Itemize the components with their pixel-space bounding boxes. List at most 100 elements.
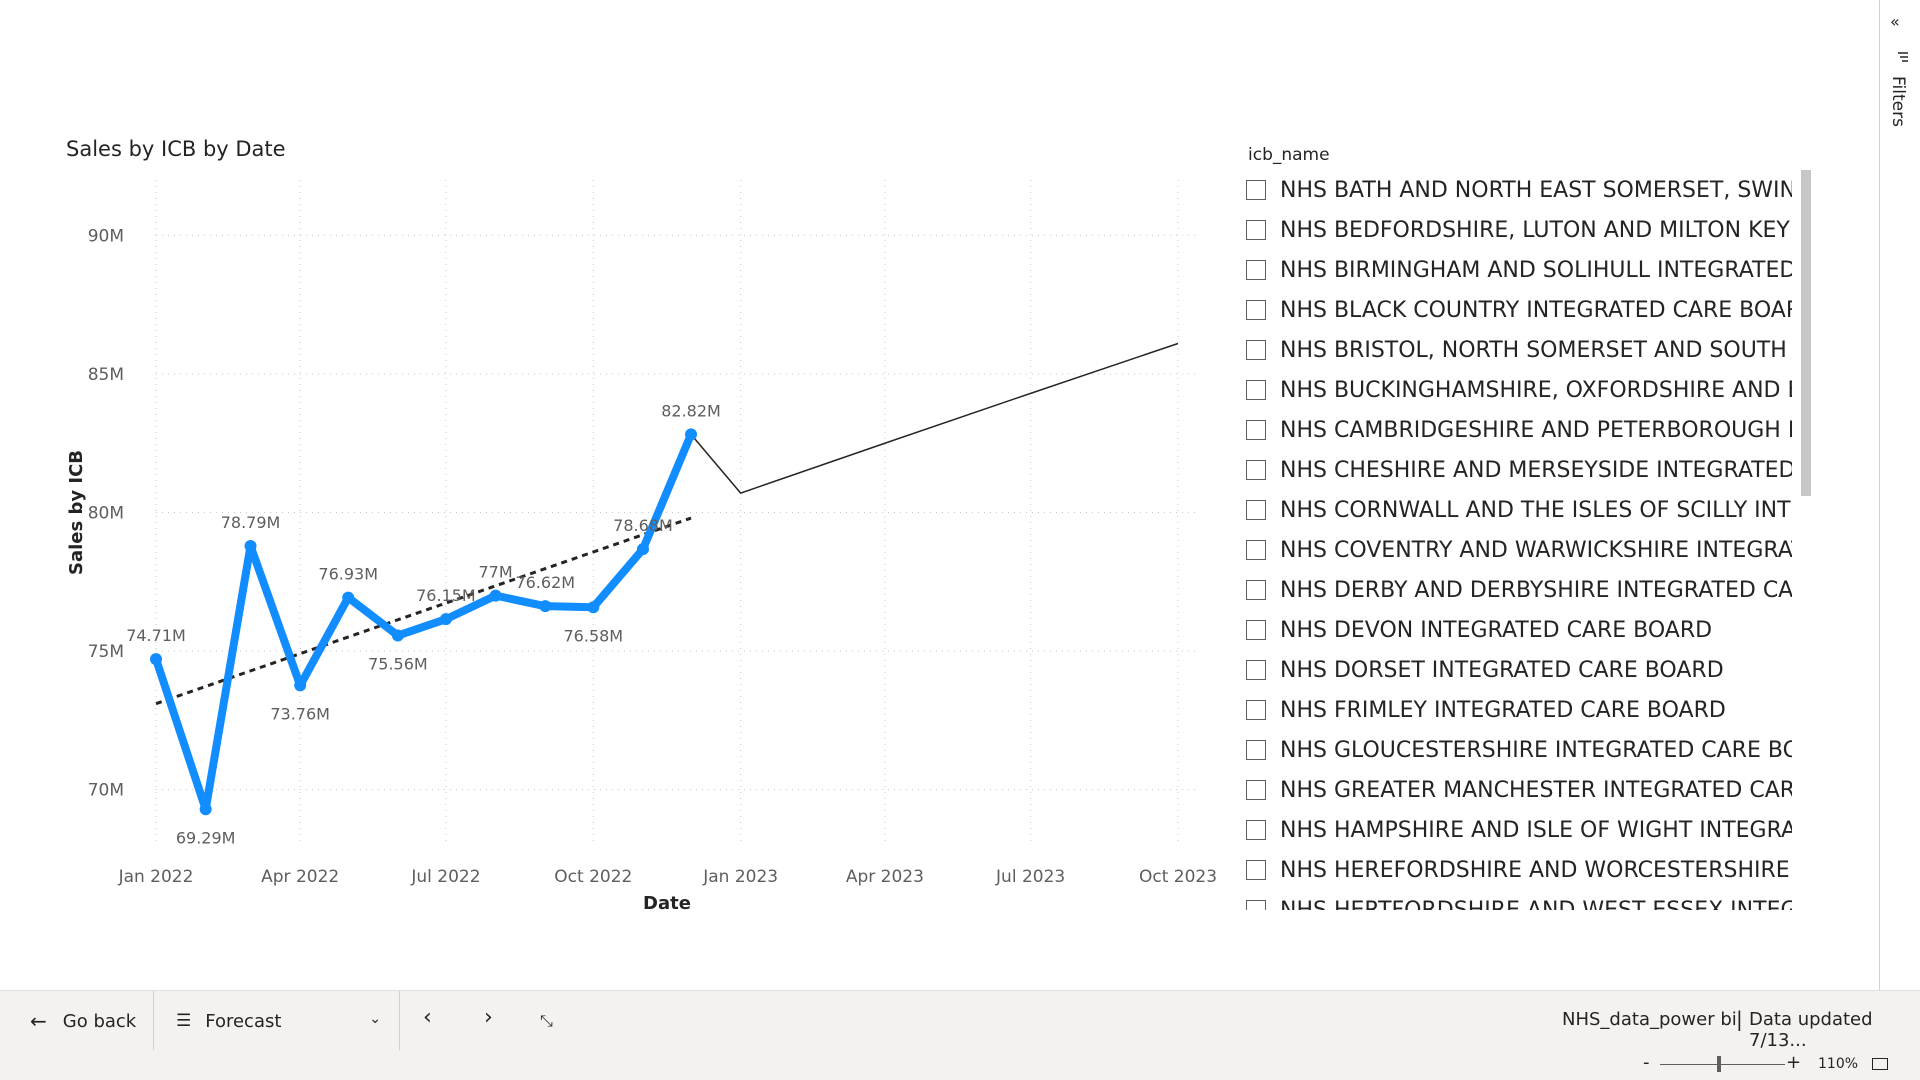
slicer-item[interactable]: NHS BRISTOL, NORTH SOMERSET AND SOUTH GL [1246, 330, 1792, 370]
data-label: 73.76M [270, 704, 330, 723]
y-tick-label: 75M [88, 642, 124, 662]
filters-label[interactable]: Filters [1888, 76, 1908, 127]
checkbox[interactable] [1246, 340, 1266, 360]
slicer-item[interactable]: NHS HEREFORDSHIRE AND WORCESTERSHIRE INT [1246, 850, 1792, 890]
checkbox[interactable] [1246, 820, 1266, 840]
slicer-item[interactable]: NHS HERTFORDSHIRE AND WEST ESSEX INTEGRA [1246, 890, 1792, 910]
x-tick-label: Jul 2022 [410, 867, 480, 887]
double-chevron-left-icon[interactable]: « [1890, 12, 1900, 31]
slicer-item[interactable]: NHS GREATER MANCHESTER INTEGRATED CARE B [1246, 770, 1792, 810]
checkbox[interactable] [1246, 460, 1266, 480]
arrow-left-icon: ← [30, 1009, 47, 1033]
report-canvas: Sales by ICB by Date 70M 75M 80M 85M 90M Jan … [60, 137, 1811, 920]
exit-fullscreen-icon[interactable]: ⤡ [540, 1011, 553, 1030]
status-bar: - + 110% [0, 1050, 1920, 1080]
slicer-item[interactable]: NHS FRIMLEY INTEGRATED CARE BOARD [1246, 690, 1792, 730]
slicer-item-label: NHS GLOUCESTERSHIRE INTEGRATED CARE BOAR [1280, 737, 1792, 763]
slicer-item-label: NHS DERBY AND DERBYSHIRE INTEGRATED CARE [1280, 577, 1792, 603]
slicer-item-label: NHS GREATER MANCHESTER INTEGRATED CARE B [1280, 777, 1792, 803]
slicer-item[interactable]: NHS DEVON INTEGRATED CARE BOARD [1246, 610, 1792, 650]
data-label: 78.79M [221, 513, 281, 532]
checkbox[interactable] [1246, 740, 1266, 760]
y-tick-label: 80M [88, 504, 124, 524]
slicer-item[interactable]: NHS BLACK COUNTRY INTEGRATED CARE BOARD [1246, 290, 1792, 330]
page-selector-label: Forecast [205, 1010, 282, 1032]
next-page-button[interactable]: › [484, 1005, 493, 1030]
checkbox[interactable] [1246, 260, 1266, 280]
zoom-slider-thumb[interactable] [1716, 1056, 1721, 1072]
slicer-item[interactable]: NHS COVENTRY AND WARWICKSHIRE INTEGRATED [1246, 530, 1792, 570]
filters-pane[interactable]: « Filters [1879, 0, 1920, 990]
data-point [199, 803, 212, 816]
checkbox[interactable] [1246, 180, 1266, 200]
slicer-item-label: NHS COVENTRY AND WARWICKSHIRE INTEGRATED [1280, 537, 1792, 563]
slicer-item[interactable]: NHS CORNWALL AND THE ISLES OF SCILLY INT [1246, 490, 1792, 530]
x-tick-label: Oct 2022 [554, 867, 632, 887]
checkbox[interactable] [1246, 900, 1266, 910]
separator: | [1736, 1007, 1743, 1031]
fit-to-page-icon[interactable] [1872, 1058, 1888, 1070]
slicer-item-label: NHS CHESHIRE AND MERSEYSIDE INTEGRATED C [1280, 457, 1792, 483]
data-point [539, 600, 552, 613]
slicer-item[interactable]: NHS GLOUCESTERSHIRE INTEGRATED CARE BOAR [1246, 730, 1792, 770]
line-chart[interactable]: 70M 75M 80M 85M 90M Jan 2022 Apr 2022 Jul 2022 O… [60, 160, 1230, 920]
previous-page-button[interactable]: ‹ [423, 1005, 432, 1030]
checkbox[interactable] [1246, 300, 1266, 320]
sales-line [152, 430, 696, 814]
slicer-item-label: NHS DORSET INTEGRATED CARE BOARD [1280, 657, 1724, 683]
x-tick-label: Apr 2023 [846, 867, 924, 887]
x-tick-label: Apr 2022 [261, 867, 339, 887]
slicer-item-label: NHS HAMPSHIRE AND ISLE OF WIGHT INTEGRAT [1280, 817, 1792, 843]
slicer-item-label: NHS BATH AND NORTH EAST SOMERSET, SWINDO [1280, 177, 1792, 203]
checkbox[interactable] [1246, 500, 1266, 520]
icb-slicer-list[interactable]: NHS BATH AND NORTH EAST SOMERSET, SWINDO… [1246, 170, 1792, 910]
zoom-slider-track[interactable] [1660, 1064, 1785, 1065]
slicer-item-label: NHS HEREFORDSHIRE AND WORCESTERSHIRE INT [1280, 857, 1792, 883]
data-point [636, 543, 649, 556]
filter-icon [1898, 52, 1908, 62]
page-selector[interactable]: ☰ Forecast ⌄ [154, 991, 400, 1051]
slicer-item-label: NHS BIRMINGHAM AND SOLIHULL INTEGRATED C [1280, 257, 1792, 283]
chevron-down-icon: ⌄ [369, 1011, 381, 1027]
slicer-scrollbar[interactable] [1801, 170, 1811, 496]
slicer-item[interactable]: NHS BATH AND NORTH EAST SOMERSET, SWINDO [1246, 170, 1792, 210]
checkbox[interactable] [1246, 700, 1266, 720]
checkbox[interactable] [1246, 580, 1266, 600]
slicer-item[interactable]: NHS DERBY AND DERBYSHIRE INTEGRATED CARE [1246, 570, 1792, 610]
zoom-out-button[interactable]: - [1643, 1052, 1650, 1073]
slicer-item[interactable]: NHS CHESHIRE AND MERSEYSIDE INTEGRATED C [1246, 450, 1792, 490]
zoom-in-button[interactable]: + [1786, 1052, 1802, 1073]
data-label: 77M [479, 563, 513, 582]
data-updated-text[interactable]: Data updated 7/13... [1749, 1009, 1873, 1051]
slicer-item[interactable]: NHS BEDFORDSHIRE, LUTON AND MILTON KEYNE [1246, 210, 1792, 250]
checkbox[interactable] [1246, 540, 1266, 560]
data-point [391, 629, 404, 642]
slicer-item[interactable]: NHS DORSET INTEGRATED CARE BOARD [1246, 650, 1792, 690]
slicer-item[interactable]: NHS CAMBRIDGESHIRE AND PETERBOROUGH INTE [1246, 410, 1792, 450]
data-label: 76.15M [416, 586, 476, 605]
checkbox[interactable] [1246, 660, 1266, 680]
checkbox[interactable] [1246, 380, 1266, 400]
y-axis-title: Sales by ICB [66, 450, 87, 575]
x-axis-title: Date [643, 893, 691, 914]
bottom-navigation-bar: ← Go back ☰ Forecast ⌄ ‹ › ⤡ NHS_data_po… [0, 990, 1920, 1051]
report-name: NHS_data_power bi [1562, 1009, 1737, 1030]
data-point [244, 540, 257, 553]
checkbox[interactable] [1246, 220, 1266, 240]
slicer-item-label: NHS HERTFORDSHIRE AND WEST ESSEX INTEGRA [1280, 897, 1792, 911]
slicer-item[interactable]: NHS BUCKINGHAMSHIRE, OXFORDSHIRE AND BER [1246, 370, 1792, 410]
x-tick-label: Jan 2023 [702, 867, 778, 887]
slicer-item[interactable]: NHS HAMPSHIRE AND ISLE OF WIGHT INTEGRAT [1246, 810, 1792, 850]
go-back-button[interactable]: ← Go back [0, 991, 154, 1051]
slicer-header: icb_name [1248, 145, 1330, 165]
visual-title: Sales by ICB by Date [66, 137, 286, 161]
slicer-item-label: NHS CAMBRIDGESHIRE AND PETERBOROUGH INTE [1280, 417, 1792, 443]
checkbox[interactable] [1246, 620, 1266, 640]
checkbox[interactable] [1246, 780, 1266, 800]
checkbox[interactable] [1246, 860, 1266, 880]
slicer-item-label: NHS BRISTOL, NORTH SOMERSET AND SOUTH GL [1280, 337, 1792, 363]
slicer-item-label: NHS CORNWALL AND THE ISLES OF SCILLY INT [1280, 497, 1791, 523]
slicer-item[interactable]: NHS BIRMINGHAM AND SOLIHULL INTEGRATED C [1246, 250, 1792, 290]
data-point [342, 591, 355, 604]
checkbox[interactable] [1246, 420, 1266, 440]
